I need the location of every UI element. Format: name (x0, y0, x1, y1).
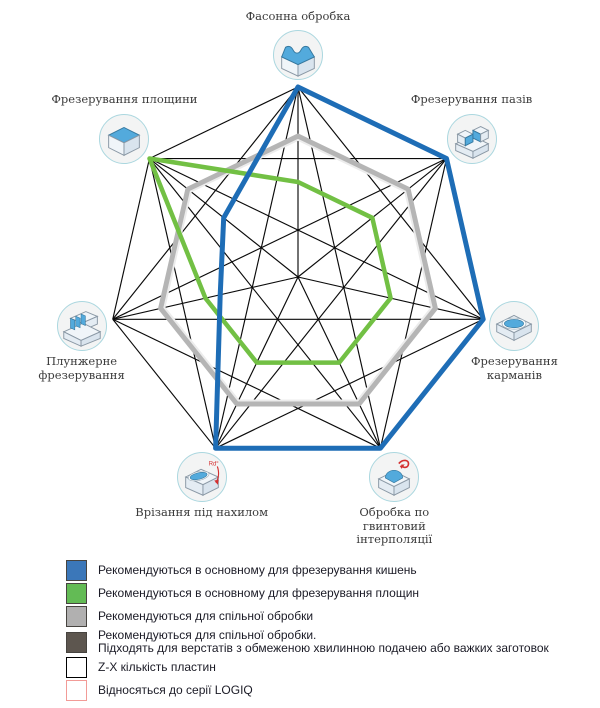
legend-swatch (66, 631, 87, 653)
plunge-milling-icon (56, 301, 107, 352)
legend-label: Відносяться до серії LOGIQ (98, 683, 253, 697)
radar-chord (112, 318, 217, 449)
legend-swatch (66, 606, 87, 627)
legend-label: Підходять для верстатів з обмеженою хвил… (98, 641, 549, 655)
helical-interpolation-icon (369, 452, 420, 502)
axis-label-line: карманів (486, 367, 542, 382)
legend-item: Рекомендуються в основному для фрезерува… (66, 560, 586, 581)
legend-swatch (66, 680, 87, 701)
axis-label-line: Фасонна обробка (245, 8, 351, 23)
radar-chord (112, 158, 151, 320)
axis-label-slot-milling: Фрезерування пазів (387, 93, 557, 107)
axis-label-line: інтерполяції (356, 532, 433, 546)
axis-label-ramping: Врізання під нахилом (117, 505, 287, 520)
radar-chart (112, 84, 486, 451)
axis-label-line: Врізання під нахилом (135, 505, 269, 519)
legend-swatch (66, 583, 87, 604)
legend-label: Рекомендуються в основному для фрезерува… (98, 586, 420, 600)
legend-swatch (66, 560, 87, 581)
radar-chord (149, 86, 299, 160)
legend-label: Рекомендуються для спільної обробки (98, 609, 314, 623)
pocket-milling-icon (489, 301, 540, 352)
svg-text:Rd°: Rd° (208, 461, 219, 467)
legend-label: Рекомендуються для спільної обробки. (98, 628, 317, 642)
axis-label-plunge-milling: Плунжерне фрезерування (0, 355, 167, 382)
axis-label-line: Обробка по (359, 505, 430, 519)
legend-item: Відносяться до серії LOGIQ (66, 680, 586, 701)
legend: Рекомендуються в основному для фрезерува… (66, 560, 586, 703)
slot-milling-icon (446, 113, 497, 164)
ramping-icon: Rd° (176, 452, 227, 502)
legend-label: Z-X кількість пластин (98, 660, 216, 674)
axis-label-pocket-milling: Фрезерування карманів (429, 355, 599, 382)
series-recommended-pocket-milling (213, 84, 486, 451)
legend-item: Рекомендуються в основному для фрезерува… (66, 583, 586, 604)
axis-label-line: фрезерування (38, 367, 125, 382)
axis-label-line: Фрезерування пазів (410, 92, 533, 107)
axis-label-shaped-machining: Фасонна обробка (213, 8, 383, 24)
legend-item: Рекомендуються для спільної обробки (66, 606, 586, 627)
series-recommended-face-milling (147, 156, 393, 365)
axis-label-line: гвинтовий (362, 518, 426, 533)
legend-item: Z-X кількість пластин (66, 657, 586, 678)
axis-label-line: Фрезерування площини (51, 92, 198, 107)
shaped-machining-icon (273, 30, 323, 80)
legend-label: Рекомендуються в основному для фрезерува… (98, 563, 417, 577)
axis-label-line: Плунжерне (46, 354, 118, 369)
series-joint-machining (158, 133, 438, 407)
legend-swatch (66, 657, 87, 678)
axis-label-face-milling: Фрезерування площини (39, 93, 209, 107)
axis-label-helical-interpolation: Обробка по гвинтовий інтерполяції (309, 505, 479, 547)
legend-item: Рекомендуються для спільної обробки. Підх… (66, 629, 586, 655)
face-milling-icon (99, 113, 150, 164)
axis-label-line: Фрезерування (471, 354, 558, 369)
